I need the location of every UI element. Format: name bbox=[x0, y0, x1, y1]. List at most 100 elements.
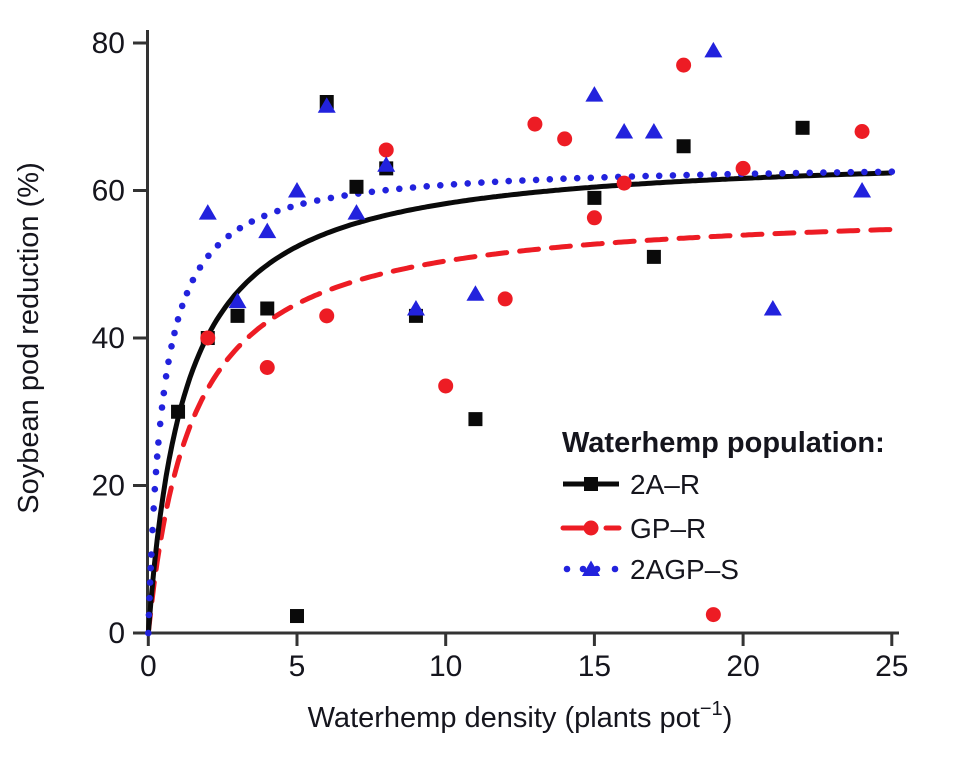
triangle-marker bbox=[288, 182, 306, 198]
square-marker bbox=[795, 120, 810, 135]
2agp-s-curve-dot bbox=[519, 177, 526, 184]
square-marker bbox=[646, 249, 661, 264]
circle-marker bbox=[705, 607, 721, 623]
circle-marker bbox=[319, 308, 335, 324]
y-axis-label: Soybean pod reduction (%) bbox=[13, 162, 45, 513]
2agp-s-curve-dot bbox=[261, 212, 268, 220]
2agp-s-curve-dot bbox=[861, 168, 868, 176]
2agp-s-curve-dot bbox=[792, 169, 800, 177]
triangle-marker bbox=[615, 123, 634, 139]
2agp-s-curve-dot bbox=[341, 192, 348, 199]
2agp-s-curve-dot bbox=[560, 175, 567, 182]
2a-r-curve bbox=[145, 170, 892, 634]
square-marker bbox=[230, 308, 245, 323]
series-2AGP–S bbox=[198, 41, 872, 316]
2agp-s-curve-dot bbox=[150, 505, 157, 512]
circle-marker bbox=[259, 360, 275, 375]
2agp-s-curve-dot bbox=[573, 174, 581, 182]
2agp-s-curve-dot bbox=[779, 170, 786, 177]
2agp-s-curve-dot bbox=[601, 174, 608, 181]
triangle-marker bbox=[704, 41, 723, 58]
triangle-marker bbox=[406, 300, 425, 316]
circle-marker bbox=[586, 210, 602, 226]
2agp-s-curve-dot bbox=[171, 329, 178, 337]
y-tick-label: 80 bbox=[92, 27, 125, 60]
2agp-s-curve-dot bbox=[152, 468, 160, 476]
x-tick-label: 15 bbox=[578, 650, 611, 683]
2agp-s-curve-dot bbox=[423, 183, 431, 190]
y-tick-label: 60 bbox=[92, 175, 125, 208]
square-marker bbox=[290, 609, 304, 624]
circle-marker bbox=[854, 124, 870, 139]
legend: Waterhemp population: 2A–R GP–R 2AGP–S bbox=[560, 427, 885, 585]
2agp-s-curve-dot bbox=[165, 358, 172, 366]
square-marker bbox=[468, 412, 483, 427]
2agp-s-curve-dot bbox=[162, 373, 170, 380]
2agp-s-curve-dot bbox=[225, 232, 232, 240]
x-tick-label: 25 bbox=[875, 650, 908, 683]
data-points bbox=[171, 41, 872, 624]
2agp-s-curve-dot bbox=[697, 171, 704, 179]
2agp-s-curve-dot bbox=[532, 176, 540, 184]
2agp-s-curve-dot bbox=[409, 184, 417, 191]
2agp-s-curve-dot bbox=[478, 179, 485, 186]
circle-marker bbox=[557, 131, 573, 147]
legend-marker-triangle bbox=[582, 560, 600, 576]
2agp-s-curve-dot bbox=[505, 177, 512, 185]
circle-marker bbox=[438, 378, 454, 394]
2agp-s-curve-dot bbox=[300, 200, 307, 207]
2agp-s-curve-dot bbox=[765, 170, 772, 177]
2agp-s-curve-dot bbox=[888, 168, 896, 175]
2agp-s-curve-dot bbox=[151, 485, 159, 493]
circle-marker bbox=[378, 142, 394, 158]
2agp-s-curve-dot bbox=[491, 178, 499, 186]
2agp-s-curve-dot bbox=[248, 218, 256, 225]
gp-r-curve bbox=[145, 227, 895, 636]
2agp-s-curve-dot bbox=[178, 302, 186, 310]
2agp-s-curve-dot bbox=[450, 181, 458, 188]
triangle-marker bbox=[258, 222, 277, 239]
legend-label: 2AGP–S bbox=[630, 554, 739, 585]
square-marker bbox=[349, 179, 364, 194]
2agp-s-curve-dot bbox=[546, 176, 554, 183]
2agp-s-curve-dot bbox=[146, 594, 153, 602]
legend-title: Waterhemp population: bbox=[562, 427, 885, 459]
2agp-s-curve-dot bbox=[464, 180, 472, 187]
y-tick-label: 40 bbox=[92, 322, 125, 355]
circle-marker bbox=[200, 330, 216, 346]
2agp-s-curve-dot bbox=[396, 185, 403, 193]
2agp-s-curve-dot bbox=[153, 453, 161, 460]
2agp-s-curve-dot bbox=[183, 289, 191, 297]
legend-dot-sample bbox=[611, 565, 619, 573]
2agp-s-curve-dot bbox=[874, 168, 882, 176]
x-tick-label: 20 bbox=[726, 650, 759, 683]
circle-marker bbox=[497, 291, 513, 307]
2agp-s-curve-dot bbox=[683, 171, 690, 179]
2agp-s-curve-dot bbox=[160, 389, 168, 397]
2agp-s-curve-dot bbox=[669, 172, 677, 179]
2agp-s-curve-dot bbox=[274, 207, 281, 215]
2agp-s-curve-dot bbox=[833, 169, 841, 176]
2agp-s-curve-dot bbox=[168, 343, 175, 350]
triangle-marker bbox=[763, 300, 782, 316]
legend-item-2AGP–S: 2AGP–S bbox=[563, 554, 739, 585]
2agp-s-curve-dot bbox=[155, 439, 162, 446]
2agp-s-curve-dot bbox=[174, 316, 182, 323]
2agp-s-curve-dot bbox=[806, 169, 813, 177]
x-axis-label: Waterhemp density (plants pot−1) bbox=[308, 698, 733, 734]
2agp-s-curve-dot bbox=[382, 186, 389, 194]
triangle-marker bbox=[228, 292, 247, 309]
2agp-s-curve-dot bbox=[368, 188, 376, 196]
triangle-marker bbox=[317, 97, 336, 113]
legend-dot-sample bbox=[579, 565, 587, 573]
2agp-s-curve-dot bbox=[156, 420, 164, 428]
x-tick-label: 10 bbox=[429, 650, 462, 683]
2agp-s-curve-dot bbox=[158, 404, 166, 411]
2agp-s-curve-dot bbox=[149, 526, 156, 534]
square-marker bbox=[587, 190, 602, 205]
2agp-s-curve-dot bbox=[820, 169, 827, 176]
square-marker bbox=[260, 301, 275, 316]
square-marker bbox=[171, 404, 186, 419]
2agp-s-curve-dot bbox=[287, 203, 294, 211]
